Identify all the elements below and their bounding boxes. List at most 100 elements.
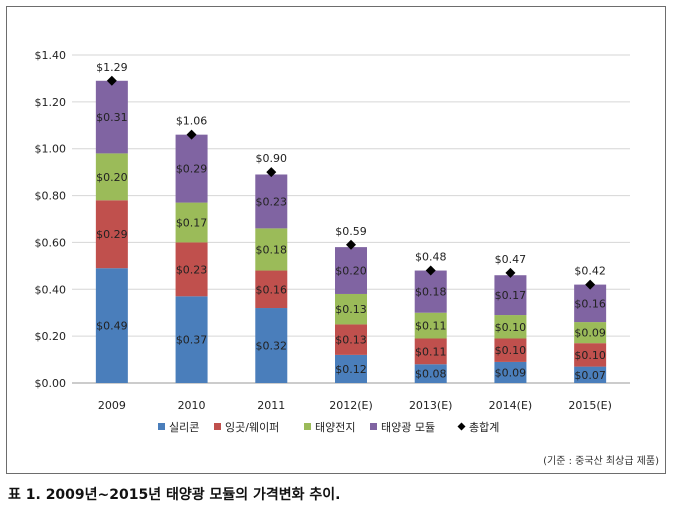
bar-segment-3-5 <box>494 275 527 316</box>
bar-segment-3-1 <box>175 134 208 203</box>
x-tick-label-3: 2012(E) <box>329 399 373 412</box>
segment-label-1-2: $0.16 <box>256 283 288 296</box>
total-marker-6 <box>585 279 596 290</box>
bar-segment-1-3 <box>335 324 367 355</box>
total-label-6: $0.42 <box>574 265 606 278</box>
bar-segment-3-0 <box>95 80 128 154</box>
total-label-4: $0.48 <box>415 251 447 264</box>
bar-segment-2-0 <box>95 153 128 201</box>
segment-label-1-0: $0.29 <box>96 228 128 241</box>
total-marker-3 <box>346 239 356 250</box>
total-label-0: $1.29 <box>96 61 128 74</box>
legend-label-total: 총합계 <box>469 421 499 434</box>
total-marker-4 <box>425 265 436 276</box>
segment-label-3-6: $0.16 <box>574 297 606 310</box>
bar-segment-3-6 <box>574 284 607 323</box>
bar-segment-0-0 <box>95 268 128 383</box>
bar-segment-0-6 <box>574 366 607 383</box>
legend-label-3: 태양광 모듈 <box>381 421 435 434</box>
total-marker-5 <box>505 267 516 278</box>
legend-swatch-0 <box>158 423 165 430</box>
segment-label-0-4: $0.08 <box>415 368 447 381</box>
bar-segment-2-4 <box>414 312 447 339</box>
bar-segment-3-4 <box>414 270 447 313</box>
bar-segment-3-3 <box>335 247 367 294</box>
total-marker-2 <box>266 167 277 178</box>
segment-label-3-1: $0.29 <box>176 163 208 176</box>
segment-label-2-5: $0.10 <box>495 321 527 334</box>
bar-segment-2-1 <box>175 202 208 243</box>
bar-segment-2-3 <box>335 293 367 325</box>
bar-segment-2-6 <box>574 322 607 344</box>
bars <box>95 75 607 383</box>
gridlines <box>72 54 630 384</box>
segment-label-2-0: $0.20 <box>96 171 128 184</box>
legend-label-1: 잉곳/웨이퍼 <box>225 421 279 434</box>
legend: 실리콘 잉곳/웨이퍼 태양전지 태양광 모듈 총합계 <box>158 421 499 434</box>
y-tick-label-0: $0.00 <box>35 377 67 390</box>
bar-segment-0-5 <box>494 361 527 383</box>
segment-label-3-3: $0.20 <box>335 265 367 278</box>
total-label-1: $1.06 <box>176 115 208 128</box>
x-tick-label-5: 2014(E) <box>489 399 533 412</box>
bar-segment-2-5 <box>494 315 527 339</box>
segment-label-2-3: $0.13 <box>335 303 367 316</box>
bar-segment-1-5 <box>494 338 527 362</box>
data-labels: $0.49 $0.29 $0.20 $0.31 $0.37 $0.23 $0.17 $0.29… <box>96 61 606 382</box>
stacked-bar-chart: $0.00 $0.20 $0.40 $0.60 $0.80 $1.00 $1.20 $1.40… <box>35 49 630 434</box>
source-note: (기준 : 중국산 최상급 제품) <box>543 456 659 467</box>
legend-swatch-1 <box>214 423 221 430</box>
bar-segment-0-3 <box>335 354 367 383</box>
x-tick-label-0: 2009 <box>98 399 126 412</box>
segment-label-2-1: $0.17 <box>176 217 208 230</box>
x-tick-label-2: 2011 <box>257 399 285 412</box>
y-tick-label-4: $0.80 <box>35 190 67 203</box>
segment-label-3-2: $0.23 <box>256 195 288 208</box>
segment-label-1-5: $0.10 <box>495 344 527 357</box>
segment-label-0-1: $0.37 <box>176 334 208 347</box>
y-tick-label-1: $0.20 <box>35 330 67 343</box>
x-tick-label-4: 2013(E) <box>409 399 453 412</box>
total-label-3: $0.59 <box>335 225 367 238</box>
figure-caption: 표 1. 2009년~2015년 태양광 모듈의 가격변화 추이. <box>8 487 341 503</box>
segment-label-1-6: $0.10 <box>574 349 606 362</box>
bar-segment-1-1 <box>175 242 208 297</box>
bar-segment-1-2 <box>255 270 288 309</box>
segment-label-0-2: $0.32 <box>256 340 288 353</box>
total-label-2: $0.90 <box>256 152 288 165</box>
y-tick-label-5: $1.00 <box>35 143 67 156</box>
segment-label-0-6: $0.07 <box>574 369 606 382</box>
x-tick-label-1: 2010 <box>178 399 206 412</box>
y-tick-label-2: $0.40 <box>35 283 67 296</box>
y-tick-label-7: $1.40 <box>35 49 67 62</box>
segment-label-0-5: $0.09 <box>495 366 527 379</box>
total-label-5: $0.47 <box>495 253 527 266</box>
total-marker-1 <box>186 129 197 140</box>
segment-label-1-3: $0.13 <box>335 334 367 347</box>
segment-label-1-1: $0.23 <box>176 263 208 276</box>
legend-label-0: 실리콘 <box>169 421 199 434</box>
segment-label-3-0: $0.31 <box>96 111 128 124</box>
bar-segment-1-0 <box>95 200 128 269</box>
axes: $0.00 $0.20 $0.40 $0.60 $0.80 $1.00 $1.20 $1.40… <box>35 49 612 412</box>
bar-segment-0-4 <box>414 364 447 383</box>
segment-label-1-4: $0.11 <box>415 345 447 358</box>
y-tick-label-3: $0.60 <box>35 236 67 249</box>
segment-label-3-4: $0.18 <box>415 286 447 299</box>
segment-label-2-2: $0.18 <box>256 243 288 256</box>
segment-label-0-0: $0.49 <box>96 320 128 333</box>
bar-segment-0-2 <box>255 308 288 383</box>
segment-label-0-3: $0.12 <box>335 363 367 376</box>
segment-label-2-4: $0.11 <box>415 320 447 333</box>
total-marker-0 <box>106 75 117 86</box>
bar-segment-1-6 <box>574 343 607 367</box>
legend-label-2: 태양전지 <box>315 421 355 434</box>
legend-swatch-3 <box>370 423 377 430</box>
segment-label-3-5: $0.17 <box>495 289 527 302</box>
bar-segment-1-4 <box>414 338 447 365</box>
bar-segment-3-2 <box>255 174 288 229</box>
y-tick-label-6: $1.20 <box>35 96 67 109</box>
segment-label-2-6: $0.09 <box>574 327 606 340</box>
x-tick-label-6: 2015(E) <box>568 399 612 412</box>
bar-segment-2-2 <box>255 228 288 271</box>
